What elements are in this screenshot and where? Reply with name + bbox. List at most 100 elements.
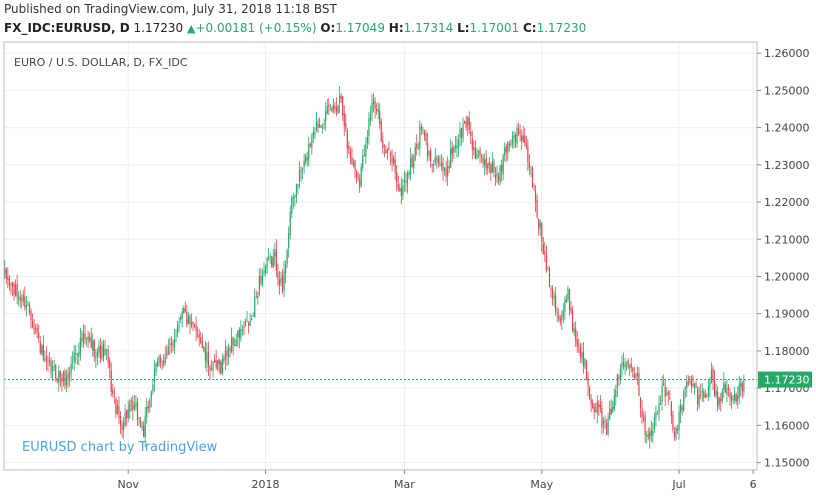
candle-body	[426, 142, 429, 157]
candle-body	[622, 362, 625, 367]
candle-body	[96, 352, 98, 356]
candle-body	[706, 394, 708, 397]
candle-body	[113, 395, 115, 397]
candle-body	[53, 366, 55, 368]
candle-body	[578, 344, 580, 346]
candle-body	[379, 110, 381, 125]
candle-body	[408, 172, 410, 176]
candle-body	[380, 121, 382, 142]
price-tick-label: 1.22000	[764, 196, 810, 209]
candle-body	[300, 170, 302, 172]
candle-body	[33, 328, 35, 331]
candle-body	[436, 158, 438, 160]
candle-body	[670, 401, 672, 417]
candle-body	[397, 184, 399, 189]
price-tick-label: 1.15000	[764, 457, 810, 470]
watermark: EURUSD chart by TradingView	[22, 440, 218, 455]
candle-body	[241, 329, 243, 331]
candle-body	[663, 382, 665, 386]
candle-body	[172, 343, 174, 346]
candle-body	[513, 135, 515, 139]
candle-body	[93, 340, 95, 357]
price-tick-label: 1.23000	[764, 159, 810, 172]
candle-body	[629, 365, 631, 368]
candle-body	[496, 172, 498, 177]
candle-body	[8, 279, 11, 286]
candle-body	[474, 148, 476, 159]
candle-body	[720, 398, 722, 402]
price-tick-label: 1.16000	[764, 419, 810, 432]
candle-body	[437, 156, 439, 164]
candle-body	[366, 136, 368, 144]
candle-body	[184, 308, 186, 312]
candle-body	[320, 125, 322, 128]
candle-body	[163, 360, 165, 364]
candle-body	[610, 408, 612, 415]
candle-body	[666, 393, 668, 394]
candle-body	[673, 432, 676, 437]
grid	[4, 42, 757, 470]
candle-body	[181, 311, 183, 319]
candle-body	[639, 398, 642, 408]
candle-body	[281, 275, 284, 292]
candle-body	[555, 295, 557, 312]
candle-body	[485, 158, 487, 169]
time-tick-label: 2018	[252, 478, 280, 491]
candle-body	[101, 345, 103, 359]
candle-body	[562, 310, 564, 317]
candle-body	[400, 187, 402, 196]
candle-body	[382, 140, 384, 149]
candle-body	[508, 144, 510, 146]
candle-body	[16, 283, 18, 297]
candle-body	[271, 256, 273, 267]
candle-body	[718, 397, 720, 405]
candle-body	[278, 279, 281, 286]
candle-body	[590, 399, 592, 405]
candle-body	[124, 412, 126, 425]
candle-body	[203, 347, 205, 351]
candle-body	[65, 376, 68, 385]
candle-body	[246, 320, 248, 322]
candle-body	[354, 160, 356, 170]
candle-body	[164, 356, 166, 363]
candle-body	[121, 425, 123, 430]
candle-body	[110, 370, 112, 392]
time-tick-label: Jul	[671, 478, 685, 491]
candle-body	[692, 383, 694, 386]
close-label: C:	[522, 21, 537, 35]
candle-body	[601, 407, 603, 427]
candle-body	[359, 180, 361, 188]
candle-body	[632, 367, 634, 372]
candle-body	[522, 135, 524, 142]
candle-body	[76, 354, 78, 355]
candle-body	[680, 404, 682, 413]
candle-body	[343, 112, 345, 126]
candlestick-chart[interactable]: 1.150001.160001.170001.180001.190001.200…	[0, 40, 816, 500]
candle-body	[686, 380, 688, 388]
candle-body	[357, 177, 359, 179]
candle-body	[84, 333, 86, 340]
candle-body	[64, 371, 66, 387]
last-price-tag: 1.17230	[758, 371, 812, 388]
candle-body	[516, 128, 518, 144]
candle-body	[374, 101, 376, 109]
candle-body	[709, 381, 711, 388]
last-price: 1.17230	[133, 21, 184, 35]
price-tick-label: 1.25000	[764, 84, 810, 97]
high-label: H:	[388, 21, 404, 35]
candle-body	[337, 105, 339, 114]
candle-body	[349, 150, 352, 158]
candle-body	[311, 136, 313, 149]
candle-body	[79, 338, 81, 354]
candle-body	[158, 356, 160, 363]
candle-body	[460, 127, 463, 139]
open-label: O:	[320, 21, 336, 35]
time-axis[interactable]: Nov 2018 Mar May Jul 6	[117, 470, 757, 491]
candle-body	[141, 426, 143, 428]
candle-body	[652, 430, 654, 437]
candle-body	[263, 270, 265, 274]
candle-body	[453, 148, 455, 153]
candle-body	[329, 109, 331, 111]
price-axis[interactable]: 1.150001.160001.170001.180001.190001.200…	[757, 47, 810, 470]
candle-body	[570, 308, 572, 312]
